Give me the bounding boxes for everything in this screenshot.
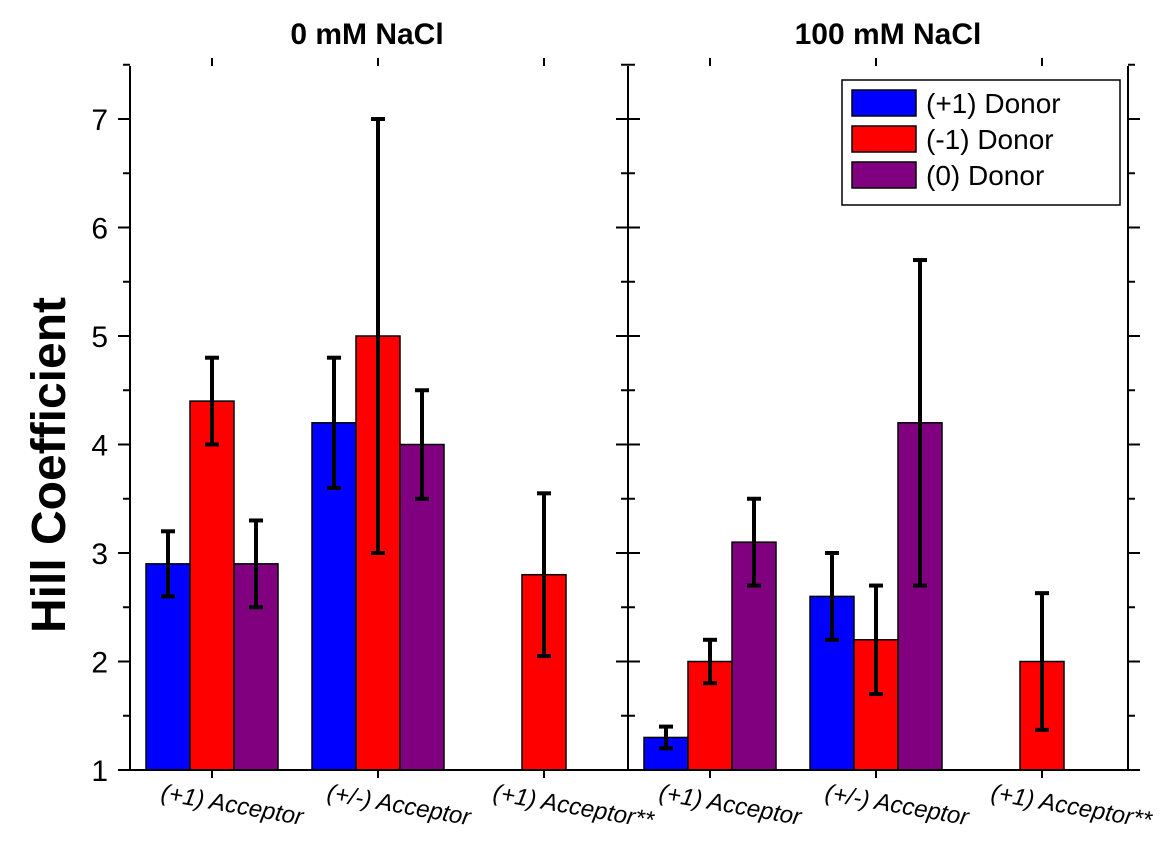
y-tick-label: 3 [91,538,108,571]
panel-title: 100 mM NaCl [795,18,982,51]
x-tick-label: (+/-) Acceptor [325,779,474,831]
legend-label: (+1) Donor [926,88,1061,119]
x-tick-label: (+/-) Acceptor [823,779,972,831]
y-axis-label: Hill Coefficient [23,297,76,633]
legend-label: (0) Donor [926,160,1044,191]
x-tick-label: (+1) Acceptor** [491,779,656,834]
panel-title: 0 mM NaCl [290,18,443,51]
y-tick-label: 7 [91,104,108,137]
bar [189,400,235,771]
x-tick-label: (+1) Acceptor [657,779,804,831]
x-tick-label: (+1) Acceptor** [989,779,1154,834]
y-tick-label: 5 [91,321,108,354]
legend: (+1) Donor (-1) Donor (0) Donor [841,79,1121,206]
y-tick-label: 1 [91,755,108,788]
legend-label: (-1) Donor [926,124,1054,155]
y-tick-label: 4 [91,430,108,463]
legend-swatch [851,125,917,153]
legend-swatch [851,161,917,189]
legend-swatch [851,89,917,117]
y-tick-label: 2 [91,647,108,680]
x-tick-label: (+1) Acceptor [159,779,306,831]
y-tick-label: 6 [91,213,108,246]
